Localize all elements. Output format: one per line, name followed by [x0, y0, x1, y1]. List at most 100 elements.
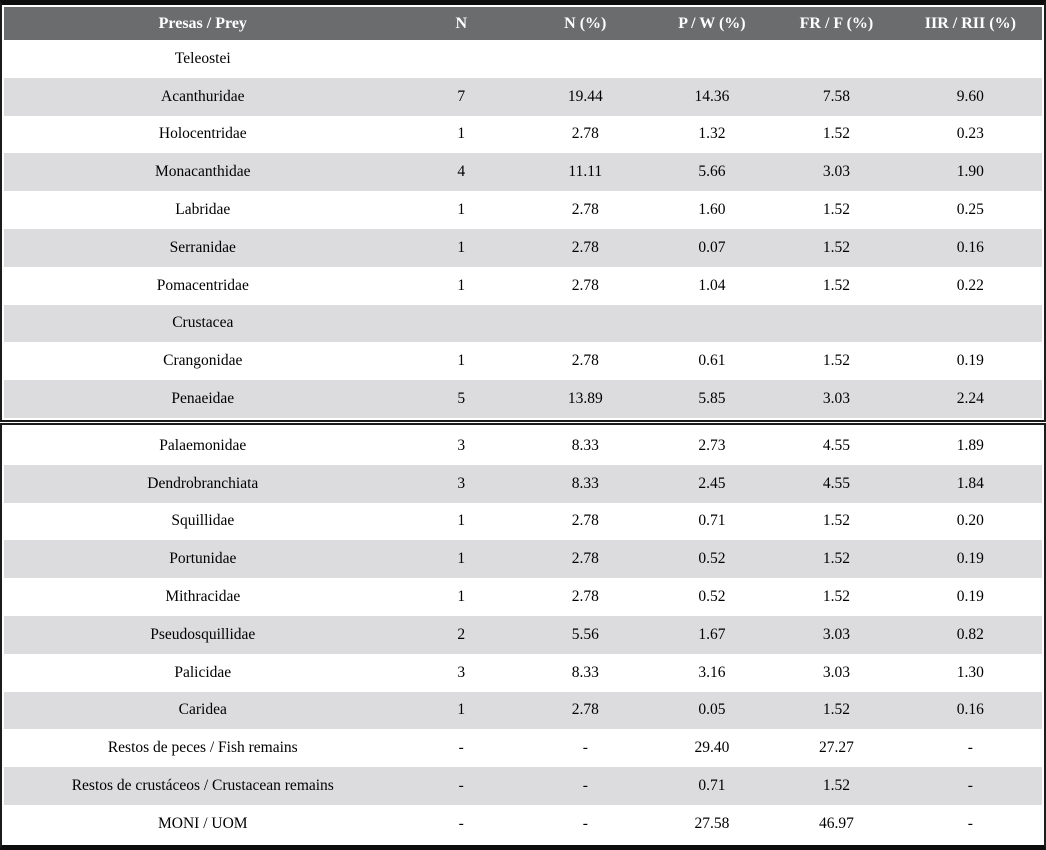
value-cell: 5.66 [649, 153, 775, 192]
value-cell: 0.05 [649, 691, 775, 730]
value-cell: 2.73 [649, 426, 775, 465]
value-cell: 8.33 [520, 653, 650, 692]
value-cell: 4.55 [774, 464, 899, 503]
value-cell: 2.78 [520, 691, 650, 730]
value-cell [520, 40, 650, 78]
value-cell: 1.52 [774, 502, 899, 541]
value-cell: 9.60 [898, 77, 1042, 116]
table-row: Portunidae 1 2.78 0.52 1.52 0.19 [4, 540, 1042, 579]
value-cell: 2.78 [520, 266, 650, 305]
table-row: Palaemonidae 3 8.33 2.73 4.55 1.89 [4, 426, 1042, 465]
prey-name-cell: Pseudosquillidae [4, 615, 402, 654]
value-cell: 1.67 [649, 615, 775, 654]
value-cell: 1 [401, 691, 521, 730]
value-cell: 1 [401, 342, 521, 381]
value-cell: - [520, 804, 650, 843]
value-cell: 3 [401, 426, 521, 465]
value-cell: 2.78 [520, 115, 650, 154]
value-cell [401, 40, 521, 78]
value-cell: 0.19 [898, 540, 1042, 579]
value-cell: 5 [401, 380, 521, 418]
table-row: Penaeidae 5 13.89 5.85 3.03 2.24 [4, 380, 1042, 418]
value-cell: 1.84 [898, 464, 1042, 503]
prey-name-cell: Palicidae [4, 653, 402, 692]
value-cell: 0.25 [898, 191, 1042, 229]
value-cell [898, 304, 1042, 343]
value-cell: 2.78 [520, 502, 650, 541]
table-row: Restos de crustáceos / Crustacean remain… [4, 767, 1042, 805]
prey-name-cell: Portunidae [4, 540, 402, 579]
prey-name-cell: Dendrobranchiata [4, 464, 402, 503]
value-cell: 1 [401, 228, 521, 267]
prey-name-cell: Acanthuridae [4, 77, 402, 116]
value-cell: 19.44 [520, 77, 650, 116]
table-row: Serranidae 1 2.78 0.07 1.52 0.16 [4, 228, 1042, 267]
table-body-upper: Teleostei Acanthuridae 7 19.44 14.36 7.58 9.60… [4, 40, 1042, 418]
value-cell: 2.78 [520, 540, 650, 579]
value-cell: - [898, 804, 1042, 843]
value-cell: 4.55 [774, 426, 899, 465]
prey-name-cell: Restos de crustáceos / Crustacean remain… [4, 767, 402, 805]
value-cell: 8.33 [520, 426, 650, 465]
value-cell: 27.58 [649, 804, 775, 843]
value-cell: - [898, 729, 1042, 768]
table-row: Monacanthidae 4 11.11 5.66 3.03 1.90 [4, 153, 1042, 192]
value-cell: 0.07 [649, 228, 775, 267]
table-row: Pomacentridae 1 2.78 1.04 1.52 0.22 [4, 266, 1042, 305]
prey-name-cell: Serranidae [4, 228, 402, 267]
value-cell: - [520, 767, 650, 805]
table-box-upper: Presas / Prey N N (%) P / W (%) FR / F (… [0, 0, 1046, 422]
value-cell: 1 [401, 578, 521, 616]
value-cell: 0.23 [898, 115, 1042, 154]
value-cell: 29.40 [649, 729, 775, 768]
value-cell: 0.16 [898, 228, 1042, 267]
column-header-pw-pct: P / W (%) [649, 7, 775, 40]
header-row: Presas / Prey N N (%) P / W (%) FR / F (… [4, 7, 1042, 40]
value-cell: 2.78 [520, 342, 650, 381]
prey-name-cell: Palaemonidae [4, 426, 402, 465]
prey-name-cell: Caridea [4, 691, 402, 730]
value-cell: 0.19 [898, 342, 1042, 381]
table-row: Labridae 1 2.78 1.60 1.52 0.25 [4, 191, 1042, 229]
column-header-prey: Presas / Prey [4, 7, 402, 40]
value-cell: 2.78 [520, 228, 650, 267]
value-cell: 2.45 [649, 464, 775, 503]
section-row: Crustacea [4, 304, 1042, 343]
section-label-cell: Teleostei [4, 40, 402, 78]
value-cell: 1.89 [898, 426, 1042, 465]
table-row: Holocentridae 1 2.78 1.32 1.52 0.23 [4, 115, 1042, 154]
value-cell: 0.16 [898, 691, 1042, 730]
value-cell: 1 [401, 540, 521, 579]
value-cell: 8.33 [520, 464, 650, 503]
value-cell: 1 [401, 266, 521, 305]
column-header-iir-pct: IIR / RII (%) [898, 7, 1042, 40]
column-header-fr-pct: FR / F (%) [774, 7, 899, 40]
prey-name-cell: Restos de peces / Fish remains [4, 729, 402, 768]
table-row: MONI / UOM - -27.58 46.97- [4, 804, 1042, 843]
table-row: Acanthuridae 7 19.44 14.36 7.58 9.60 [4, 77, 1042, 116]
value-cell: 1 [401, 191, 521, 229]
value-cell: 1.52 [774, 191, 899, 229]
prey-name-cell: Labridae [4, 191, 402, 229]
value-cell: 0.52 [649, 540, 775, 579]
value-cell: 11.11 [520, 153, 650, 192]
value-cell: 1.04 [649, 266, 775, 305]
value-cell: 1.52 [774, 540, 899, 579]
value-cell: 1 [401, 502, 521, 541]
table-row: Squillidae 1 2.78 0.71 1.52 0.20 [4, 502, 1042, 541]
prey-name-cell: Squillidae [4, 502, 402, 541]
value-cell: 2.78 [520, 191, 650, 229]
value-cell: 3.03 [774, 615, 899, 654]
value-cell: 3.03 [774, 380, 899, 418]
value-cell: 1.52 [774, 266, 899, 305]
value-cell: 0.19 [898, 578, 1042, 616]
prey-name-cell: MONI / UOM [4, 804, 402, 843]
value-cell: 1.90 [898, 153, 1042, 192]
value-cell: 0.82 [898, 615, 1042, 654]
value-cell: 1.52 [774, 342, 899, 381]
value-cell: - [401, 767, 521, 805]
table-body-lower: Palaemonidae 3 8.33 2.73 4.55 1.89 Dendrobranc… [4, 426, 1042, 843]
section-label-cell: Crustacea [4, 304, 402, 343]
column-header-n-pct: N (%) [520, 7, 650, 40]
